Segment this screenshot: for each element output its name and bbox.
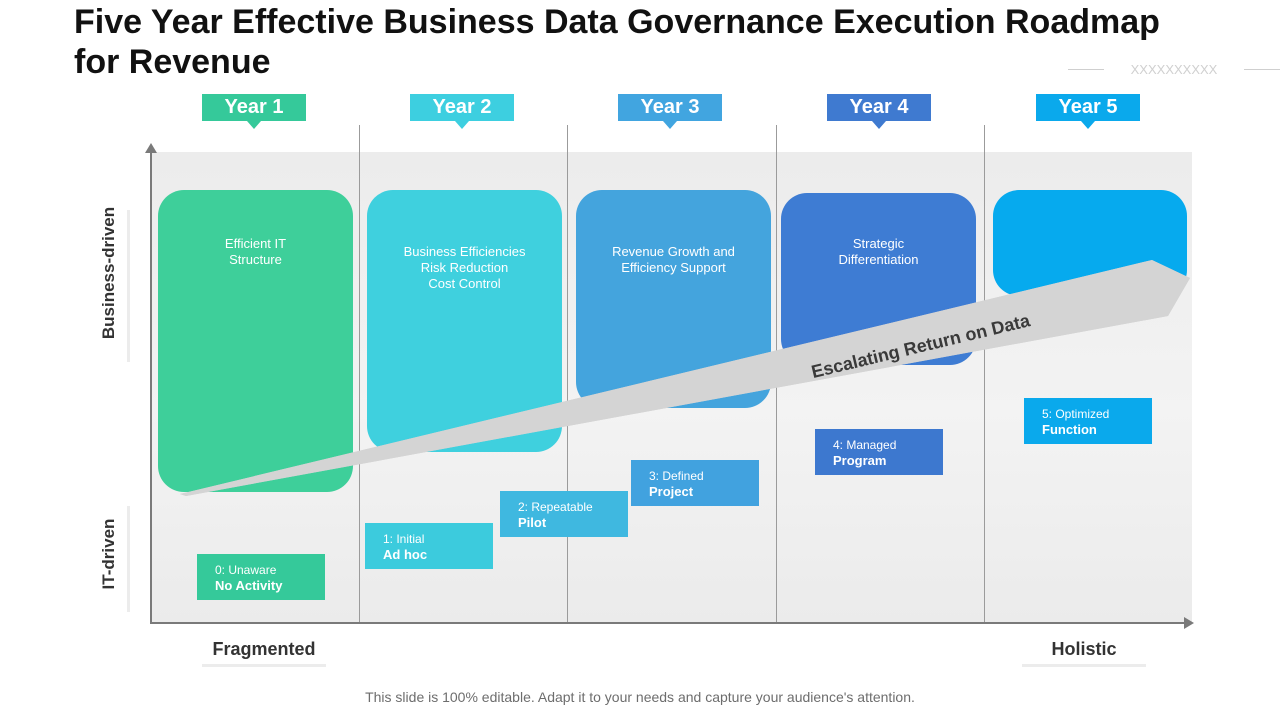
year-1-focus-card: Efficient IT Structure: [158, 190, 353, 492]
divider-line-left: [1068, 69, 1104, 70]
stage-number: 2: Repeatable: [518, 500, 593, 514]
down-arrow-icon: [455, 121, 469, 129]
year-1-label: Year 1: [224, 96, 284, 118]
decorative-placeholder-text: XXXXXXXXXX: [1130, 62, 1218, 77]
year-2-label: Year 2: [432, 96, 492, 118]
column-divider: [359, 125, 360, 622]
footer-note: This slide is 100% editable. Adapt it to…: [365, 689, 915, 705]
year-1-header: Year 1: [202, 94, 306, 129]
column-divider: [567, 125, 568, 622]
y-axis-label-business-driven: Business-driven: [99, 206, 118, 340]
stage-name: Function: [1042, 422, 1097, 437]
stage-name: Ad hoc: [383, 547, 428, 562]
page-title: Five Year Effective Business Data Govern…: [74, 3, 1160, 81]
year-5-header: Year 5: [1036, 94, 1140, 129]
card-line: Revenue Growth and: [612, 244, 735, 259]
x-axis: [150, 622, 1186, 624]
stage-1-box: 1: Initial Ad hoc: [365, 523, 493, 569]
y-axis-arrow-icon: [145, 143, 157, 153]
stage-name: Program: [833, 453, 887, 468]
stage-0-box: 0: Unaware No Activity: [197, 554, 325, 600]
year-4-header: Year 4: [827, 94, 931, 129]
card-line: Strategic: [852, 236, 905, 251]
stage-name: No Activity: [215, 578, 283, 593]
down-arrow-icon: [247, 121, 261, 129]
year-3-label: Year 3: [640, 96, 700, 118]
card-line: Efficiency Support: [621, 260, 726, 275]
ribbon-fill: [180, 260, 1190, 496]
stage-number: 4: Managed: [833, 438, 897, 452]
divider-line-right: [1244, 69, 1280, 70]
card-line: Cost Control: [428, 276, 501, 291]
stage-5-box: 5: Optimized Function: [1024, 398, 1152, 444]
x-label-bar: [1022, 664, 1146, 667]
y-axis: [150, 150, 152, 624]
down-arrow-icon: [663, 121, 677, 129]
card-line: Differentiation: [838, 252, 919, 267]
down-arrow-icon: [872, 121, 886, 129]
stage-number: 0: Unaware: [215, 563, 277, 577]
column-divider: [984, 125, 985, 622]
stage-number: 1: Initial: [383, 532, 425, 546]
x-axis-label-fragmented: Fragmented: [212, 639, 316, 659]
stage-number: 5: Optimized: [1042, 407, 1110, 421]
x-axis-label-holistic: Holistic: [1051, 639, 1117, 659]
card-line: Efficient IT: [224, 236, 287, 251]
stage-2-box: 2: Repeatable Pilot: [500, 491, 628, 537]
stage-number: 3: Defined: [649, 469, 704, 483]
down-arrow-icon: [1081, 121, 1095, 129]
year-3-header: Year 3: [618, 94, 722, 129]
year-2-header: Year 2: [410, 94, 514, 129]
year-4-label: Year 4: [849, 96, 909, 118]
y-label-bar: [127, 506, 130, 612]
card-line: Risk Reduction: [420, 260, 509, 275]
decorative-divider: XXXXXXXXXX: [1068, 62, 1280, 78]
year-2-focus-card: Business Efficiencies Risk Reduction Cos…: [367, 190, 562, 452]
stage-name: Project: [649, 484, 694, 499]
x-axis-arrow-icon: [1184, 617, 1194, 629]
card-line: Structure: [229, 252, 282, 267]
y-label-bar: [127, 210, 130, 362]
stage-name: Pilot: [518, 515, 547, 530]
stage-4-box: 4: Managed Program: [815, 429, 943, 475]
year-5-label: Year 5: [1058, 96, 1118, 118]
x-label-bar: [202, 664, 326, 667]
stage-3-box: 3: Defined Project: [631, 460, 759, 506]
card-line: Business Efficiencies: [403, 244, 526, 259]
y-axis-label-it-driven: IT-driven: [99, 518, 118, 590]
